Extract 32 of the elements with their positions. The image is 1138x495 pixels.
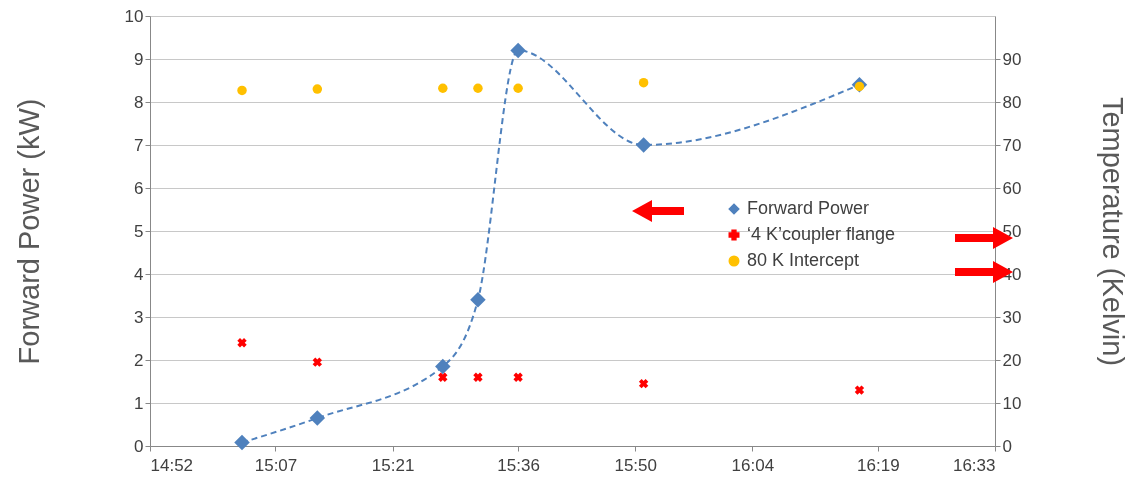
y-tick-label: 1: [134, 393, 144, 413]
legend-label: 80 K Intercept: [747, 250, 860, 270]
y-tick-label: 9: [134, 49, 144, 69]
y-tick-label: 6: [134, 178, 144, 198]
y-tick-label: 7: [134, 135, 144, 155]
y2-tick-label: 20: [1002, 350, 1022, 370]
y-tick-label: 2: [134, 350, 144, 370]
x-tick-label: 16:33: [952, 455, 996, 475]
y-tick-label: 5: [134, 221, 144, 241]
y-tick-label: 0: [134, 436, 144, 456]
y-tick-label: 3: [134, 307, 144, 327]
x-tick-label: 16:04: [731, 455, 775, 475]
y-tick-label: 8: [134, 92, 144, 112]
x-tick-label: 15:07: [254, 455, 298, 475]
y2-tick-label: 10: [1002, 393, 1022, 413]
legend-label: ‘4 K’coupler flange: [747, 224, 896, 244]
y2-tick-label: 60: [1002, 178, 1022, 198]
x-tick-label: 15:21: [371, 455, 415, 475]
y2-tick-label: 90: [1002, 49, 1022, 69]
x-tick-label: 14:52: [150, 455, 194, 475]
y2-tick-label: 70: [1002, 135, 1022, 155]
x-tick-label: 16:19: [857, 455, 900, 475]
y2-tick-label: 30: [1002, 307, 1022, 327]
y-tick-label: 10: [124, 6, 144, 26]
y-tick-label: 4: [134, 264, 144, 284]
y2-axis-title: Temperature (Kelvin): [1097, 96, 1130, 367]
y-axis-title: Forward Power (kW): [12, 98, 45, 365]
x-tick-label: 15:50: [614, 455, 657, 475]
y2-tick-label: 80: [1002, 92, 1022, 112]
x-tick-label: 15:36: [497, 455, 540, 475]
legend-label: Forward Power: [747, 198, 870, 218]
y2-tick-label: 0: [1002, 436, 1012, 456]
